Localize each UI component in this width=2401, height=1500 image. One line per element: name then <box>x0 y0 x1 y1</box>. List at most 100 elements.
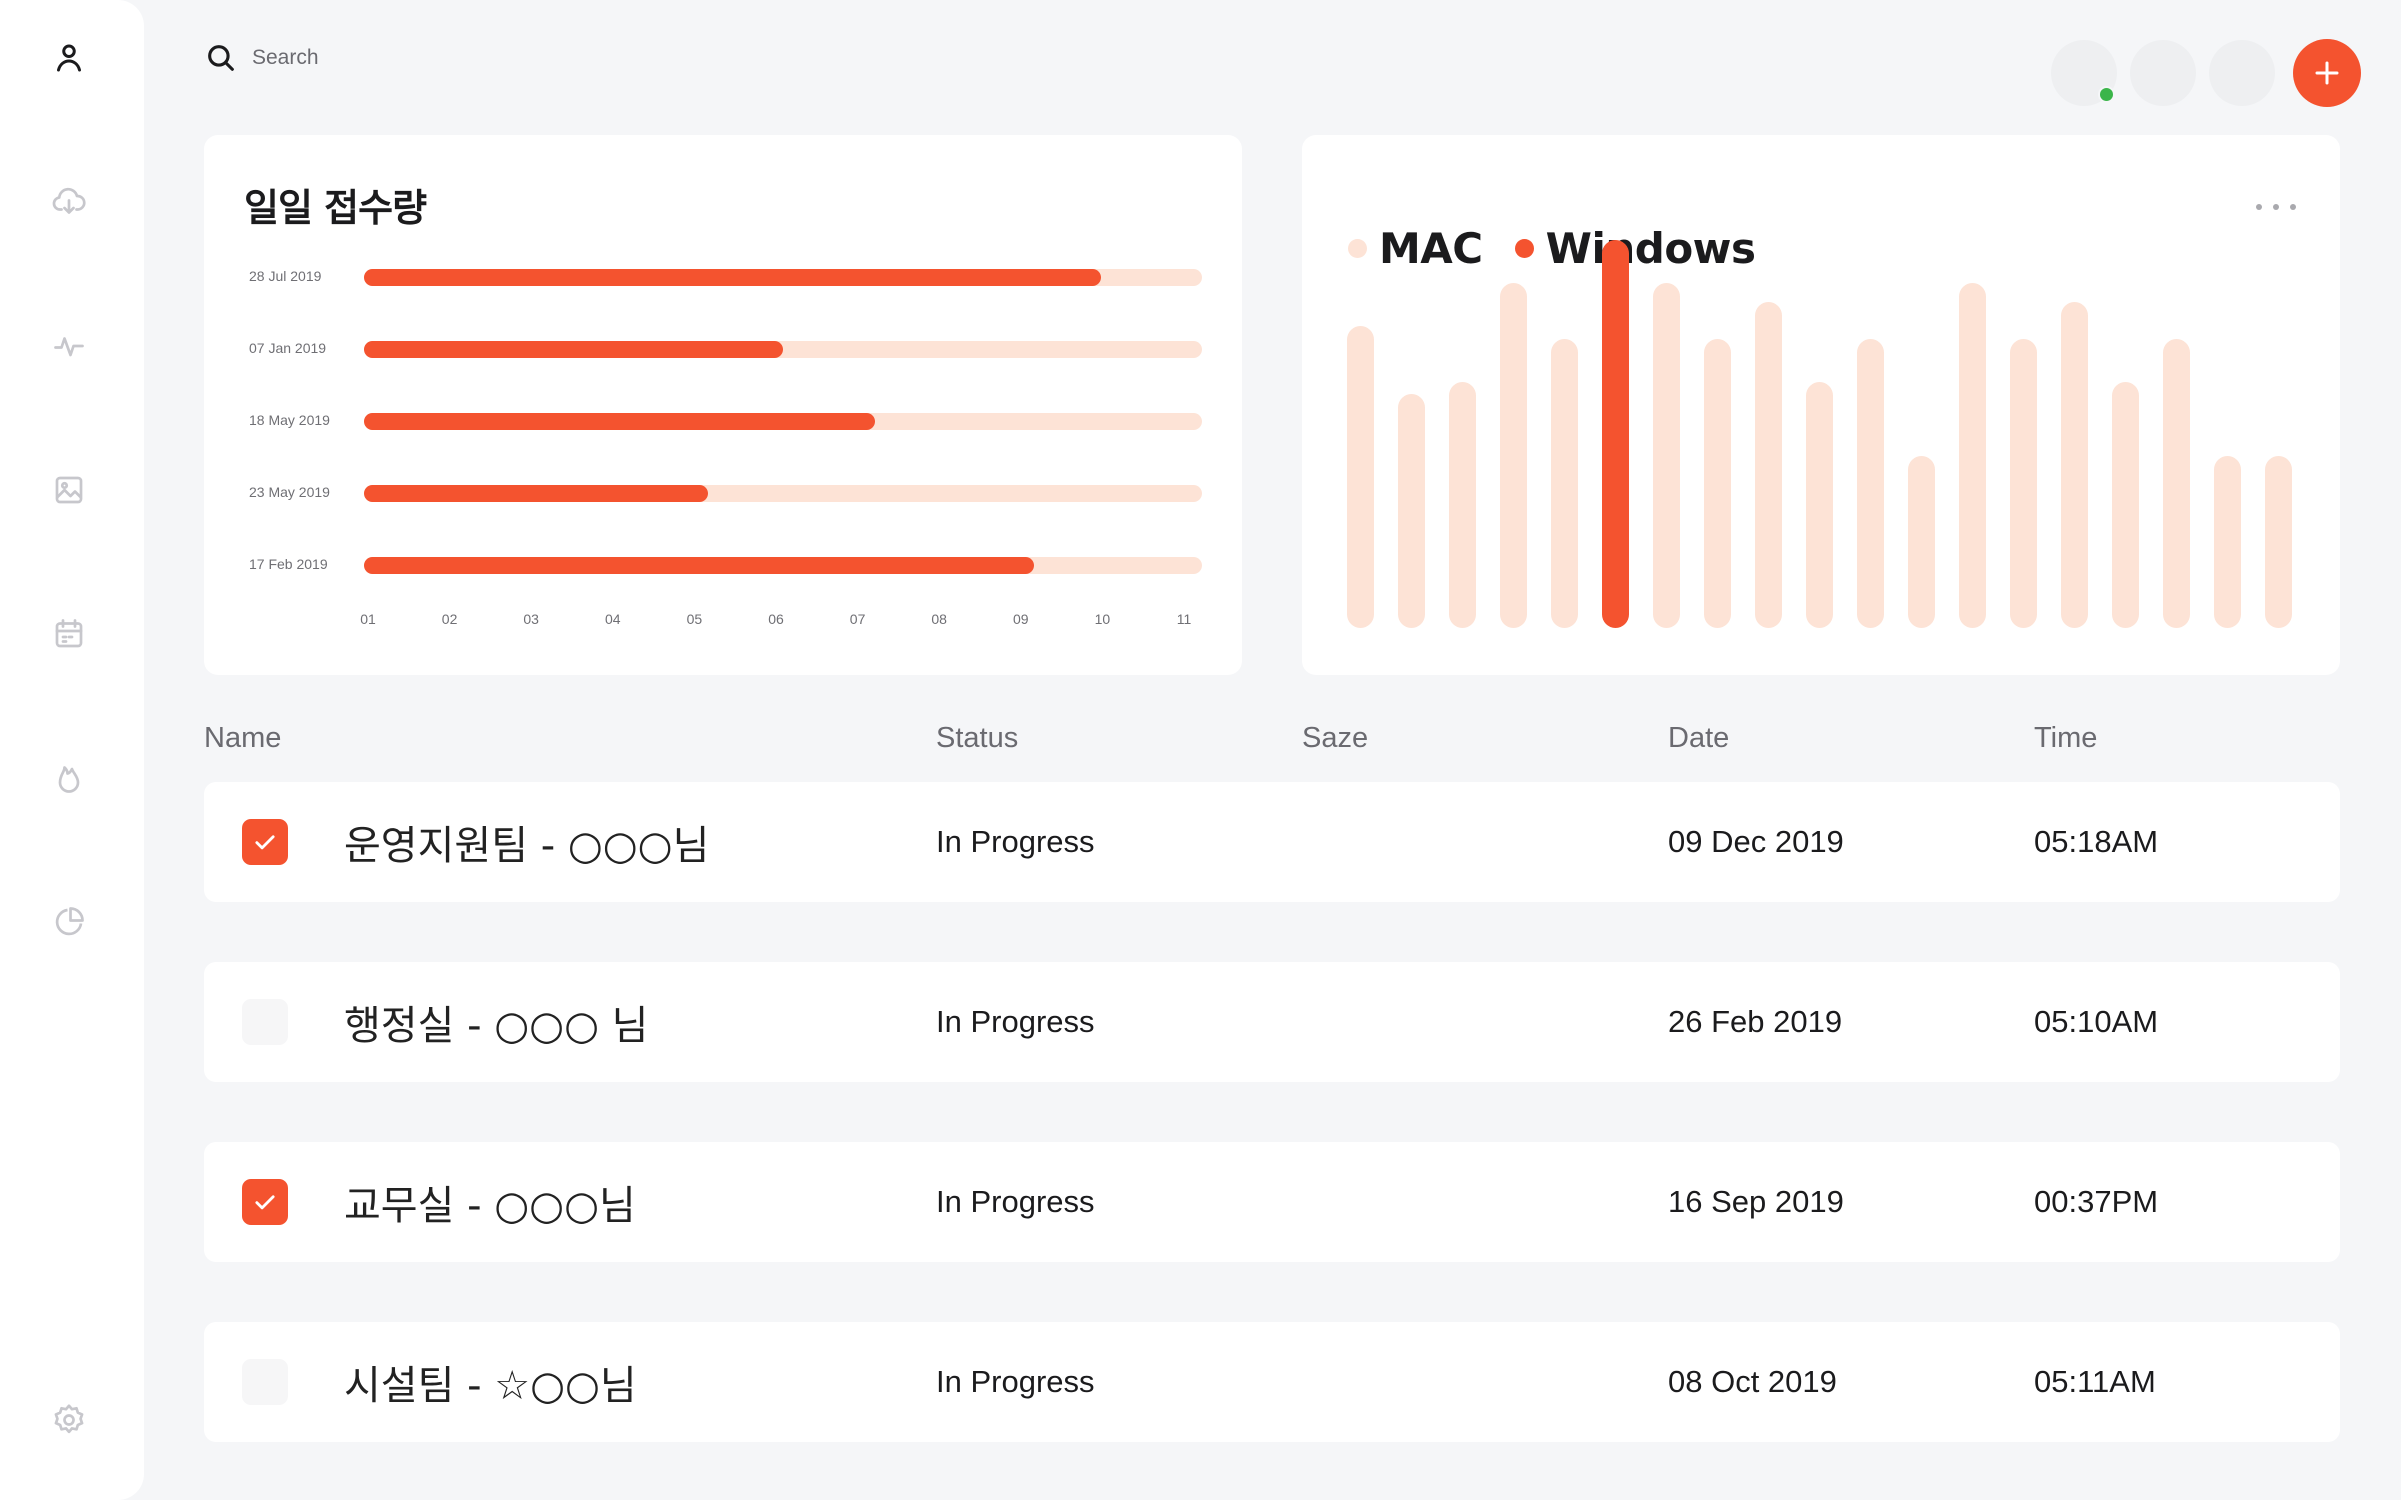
daily-intake-chart: 일일 접수량 28 Jul 2019 07 Jan 2019 18 May 2019… <box>204 135 1242 675</box>
row-name: 교무실 - ○○○님 <box>344 1183 636 1229</box>
online-status-dot <box>2098 86 2115 103</box>
x-tick-label: 05 <box>686 611 703 627</box>
bar[interactable] <box>1704 338 1731 628</box>
x-tick-label: 06 <box>768 611 784 627</box>
row-name: 행정실 - ○○○ 님 <box>344 1003 649 1049</box>
bar <box>364 485 708 502</box>
row-time: 05:18AM <box>2034 824 2159 859</box>
legend-dot <box>1348 238 1367 258</box>
x-tick-label: 03 <box>523 611 539 627</box>
bar[interactable] <box>2112 381 2139 628</box>
bar[interactable] <box>2163 338 2190 628</box>
bar[interactable] <box>1908 455 1935 628</box>
calendar-icon[interactable] <box>47 612 91 656</box>
bar[interactable] <box>1500 283 1527 628</box>
bar[interactable] <box>2214 455 2241 628</box>
cloud-download-icon[interactable] <box>47 180 91 224</box>
bar-label: 07 Jan 2019 <box>249 340 327 356</box>
bar-label: 18 May 2019 <box>249 412 330 428</box>
check-icon <box>255 835 275 850</box>
bar-track <box>364 557 1202 574</box>
fire-icon[interactable] <box>47 756 91 800</box>
x-tick-label: 07 <box>849 611 866 627</box>
platform-chart: MAC Windows <box>1302 135 2340 675</box>
bar <box>364 269 1102 286</box>
legend-label: Windows <box>1545 223 1756 273</box>
image-icon[interactable] <box>47 468 91 512</box>
x-tick-label: 01 <box>360 611 376 627</box>
search-bar[interactable] <box>204 38 512 78</box>
bar-row: 18 May 2019 <box>249 410 1202 430</box>
bar-row: 28 Jul 2019 <box>249 266 1202 286</box>
bar[interactable] <box>1551 338 1578 628</box>
user-icon[interactable] <box>47 36 91 80</box>
legend-label: MAC <box>1379 223 1483 273</box>
row-time: 05:11AM <box>2034 1364 2156 1399</box>
bar <box>364 557 1035 574</box>
bar-track <box>364 485 1202 502</box>
bar-label: 17 Feb 2019 <box>249 556 328 572</box>
sidebar <box>0 0 144 1500</box>
gear-icon[interactable] <box>47 1398 91 1442</box>
row-checkbox[interactable] <box>242 819 288 865</box>
table-row[interactable]: 시설팀 - ☆○○님 In Progress 08 Oct 2019 05:11… <box>204 1322 2340 1442</box>
bar-track <box>364 413 1202 430</box>
more-options-icon[interactable] <box>2256 195 2296 219</box>
bar[interactable] <box>1959 283 1986 628</box>
legend-dot <box>1514 238 1534 258</box>
table-row[interactable]: 운영지원팀 - ○○○님 In Progress 09 Dec 2019 05:… <box>204 782 2340 902</box>
column-header-size[interactable]: Saze <box>1302 722 1369 754</box>
plus-icon <box>2315 61 2339 85</box>
row-checkbox[interactable] <box>242 1359 288 1405</box>
column-header-status[interactable]: Status <box>936 722 1019 754</box>
activity-icon[interactable] <box>47 324 91 368</box>
bar[interactable] <box>1449 381 1476 628</box>
avatar[interactable] <box>2130 40 2196 106</box>
row-checkbox[interactable] <box>242 1179 288 1225</box>
bar[interactable] <box>2265 455 2292 628</box>
bar[interactable] <box>2010 338 2037 628</box>
x-tick-label: 11 <box>1176 611 1192 627</box>
bar[interactable] <box>1398 394 1425 628</box>
x-tick-label: 10 <box>1094 611 1111 627</box>
row-date: 16 Sep 2019 <box>1668 1184 1844 1219</box>
x-tick-label: 08 <box>931 611 947 627</box>
row-status: In Progress <box>936 1364 1095 1399</box>
bar-track <box>364 269 1202 286</box>
bar[interactable] <box>1857 338 1884 628</box>
column-header-name[interactable]: Name <box>204 722 282 754</box>
row-date: 09 Dec 2019 <box>1668 824 1844 859</box>
pie-chart-icon[interactable] <box>47 900 91 944</box>
legend-item-mac: MAC <box>1348 224 1483 273</box>
bar <box>364 413 876 430</box>
row-status: In Progress <box>936 824 1095 859</box>
bar-highlighted[interactable] <box>1602 240 1629 628</box>
bar-label: 28 Jul 2019 <box>249 268 322 284</box>
row-checkbox[interactable] <box>242 999 288 1045</box>
column-header-date[interactable]: Date <box>1668 722 1730 754</box>
column-header-time[interactable]: Time <box>2034 722 2098 754</box>
search-input[interactable] <box>252 46 512 70</box>
row-date: 26 Feb 2019 <box>1668 1004 1843 1039</box>
bar-label: 23 May 2019 <box>249 484 330 500</box>
row-status: In Progress <box>936 1004 1095 1039</box>
bar[interactable] <box>1653 283 1680 628</box>
header-actions <box>2051 38 2361 107</box>
bar <box>364 341 783 358</box>
row-time: 05:10AM <box>2034 1004 2159 1039</box>
row-status: In Progress <box>936 1184 1095 1219</box>
x-tick-label: 04 <box>605 611 621 627</box>
avatar[interactable] <box>2209 40 2275 106</box>
row-time: 00:37PM <box>2034 1184 2159 1219</box>
add-button[interactable] <box>2293 39 2361 107</box>
bar[interactable] <box>1755 301 1782 628</box>
x-tick-label: 02 <box>441 611 458 627</box>
table-row[interactable]: 행정실 - ○○○ 님 In Progress 26 Feb 2019 05:1… <box>204 962 2340 1082</box>
bar[interactable] <box>1806 381 1833 628</box>
table-row[interactable]: 교무실 - ○○○님 In Progress 16 Sep 2019 00:37… <box>204 1142 2340 1262</box>
bar[interactable] <box>1347 326 1374 628</box>
row-name: 시설팀 - ☆○○님 <box>344 1363 637 1409</box>
bar[interactable] <box>2061 301 2088 628</box>
chart-title: 일일 접수량 <box>244 186 427 230</box>
bar-row: 17 Feb 2019 <box>249 554 1202 574</box>
